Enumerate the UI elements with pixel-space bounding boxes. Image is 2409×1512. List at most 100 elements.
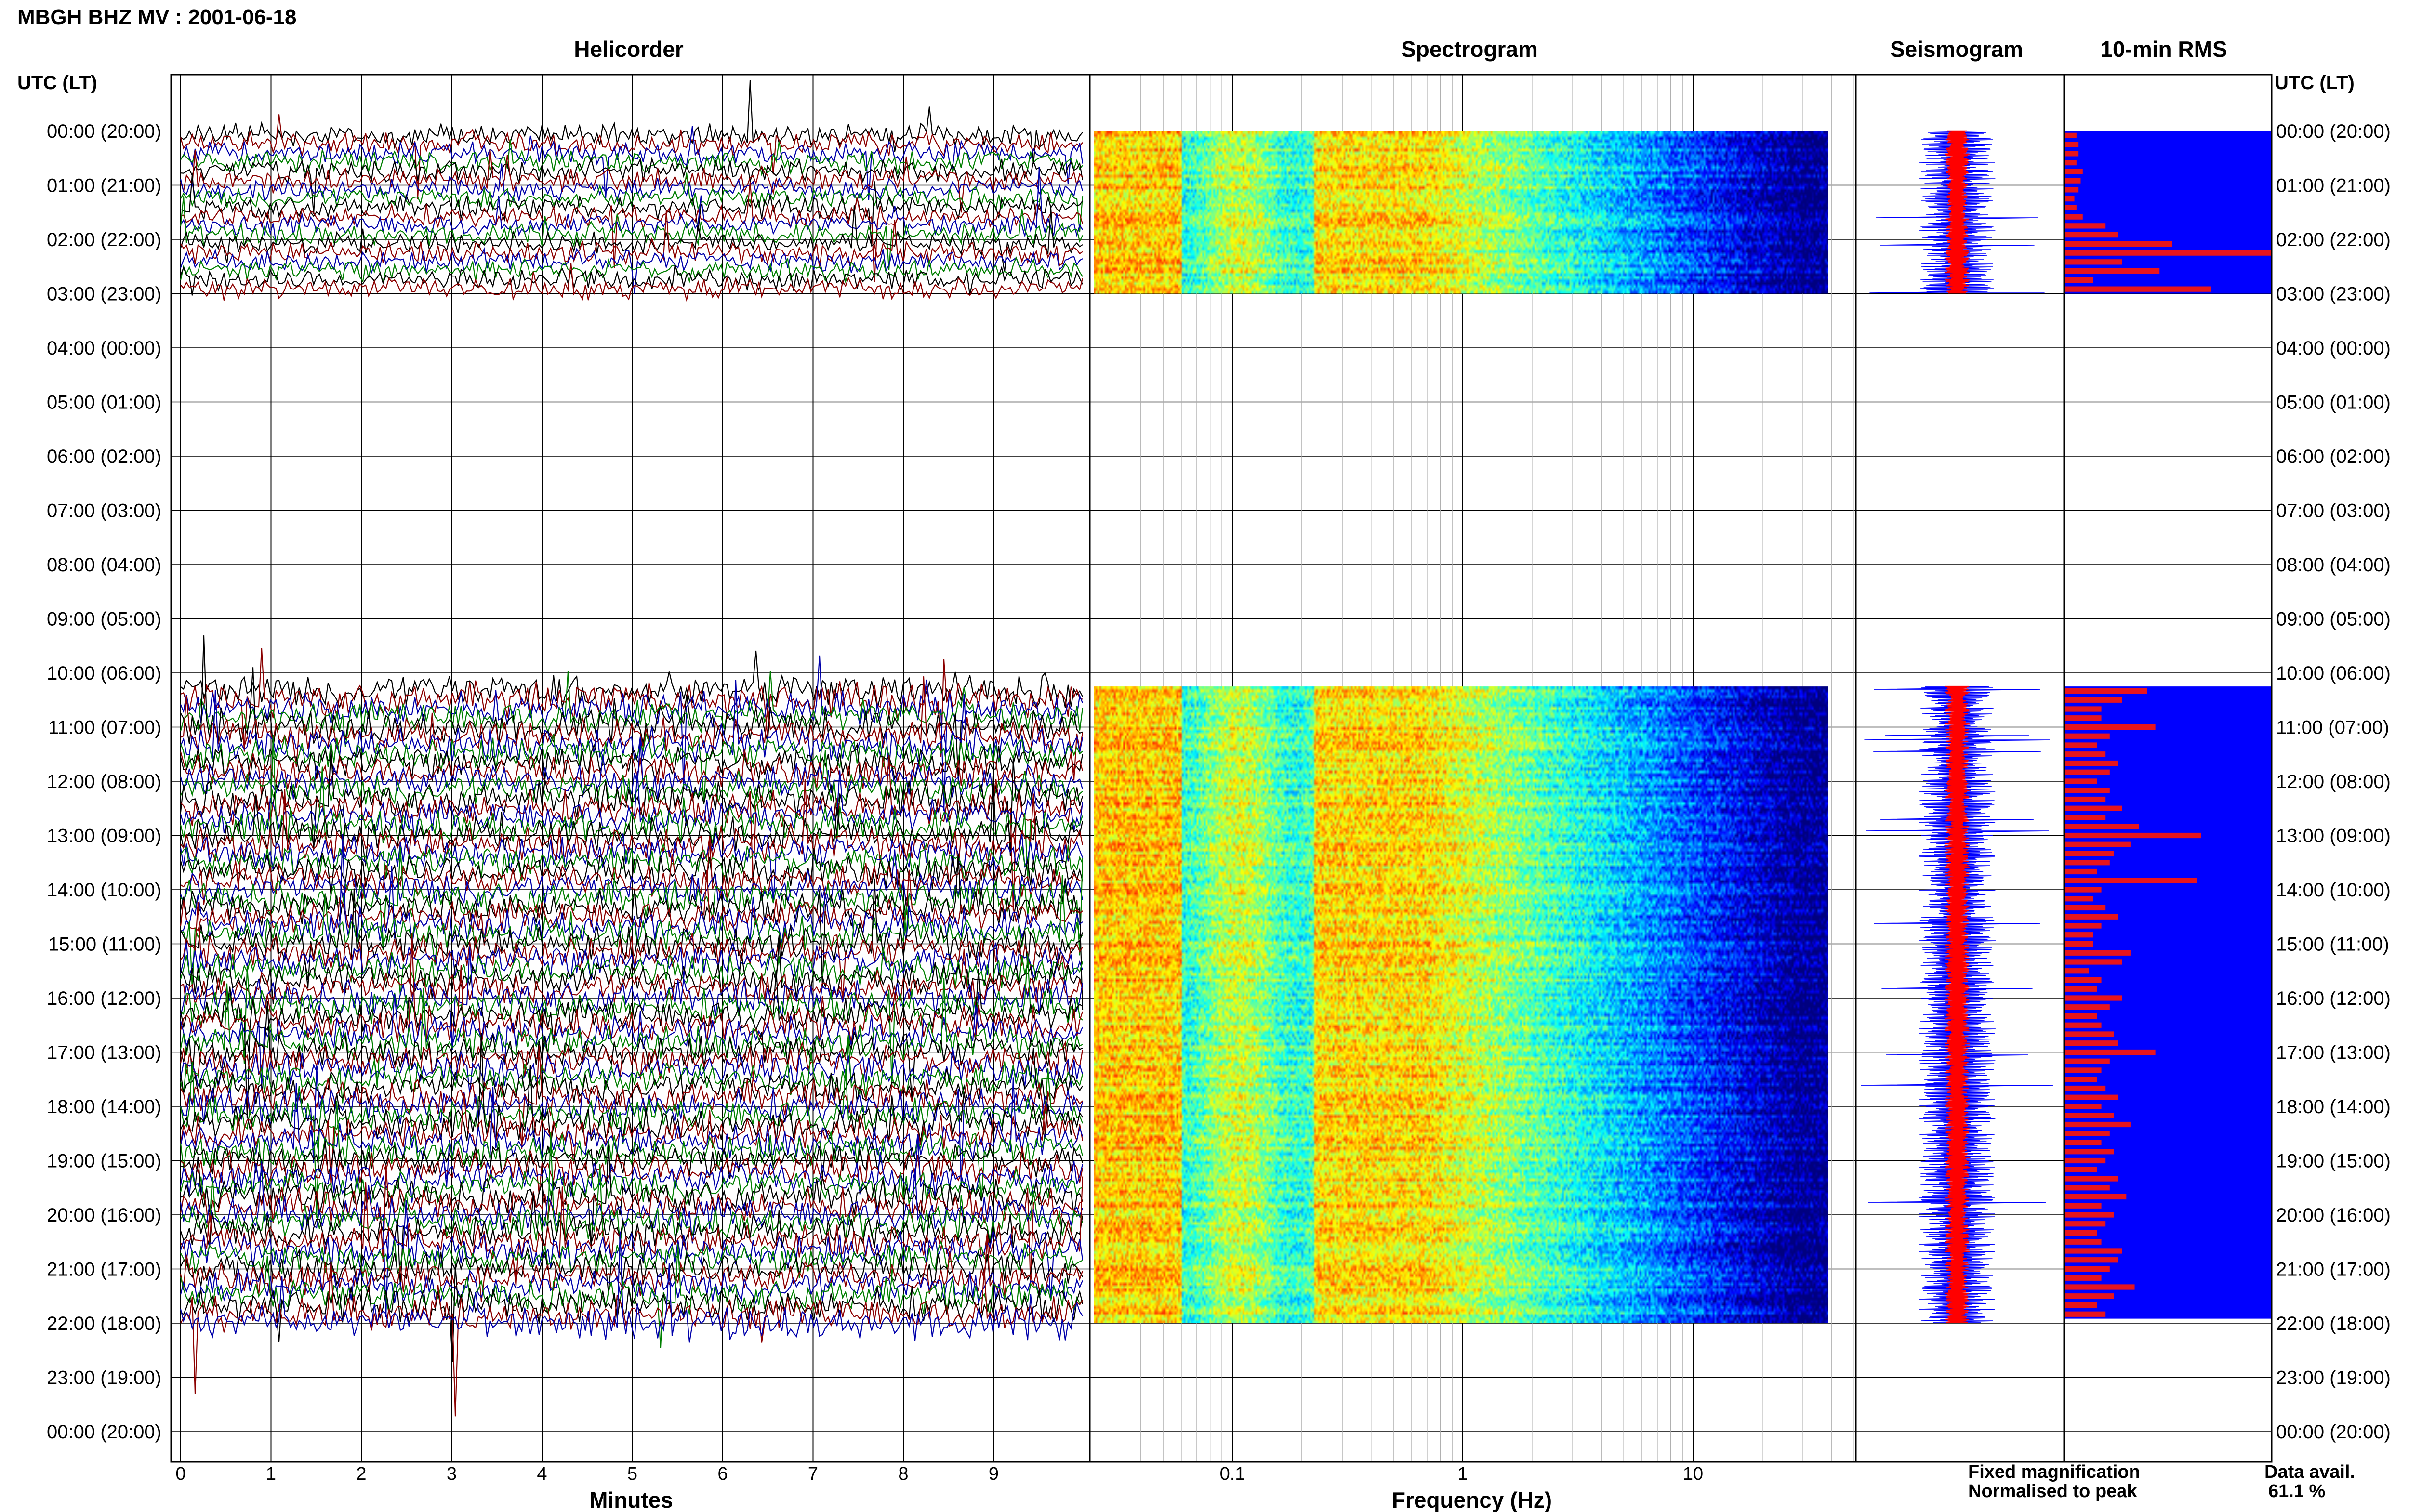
helicorder-trace [180,205,1083,273]
minute-tick-label: 6 [717,1464,728,1484]
rms-bar [2064,742,2097,748]
time-label-right: 06:00 (02:00) [2276,446,2391,467]
rms-bar [2064,1067,2102,1073]
rms-bar [2064,860,2110,866]
helicorder-trace [180,1260,1083,1417]
rms-bar [2064,1094,2118,1100]
helicorder-trace [180,1138,1084,1203]
rms-bar [2064,1266,2110,1272]
legend-fixed-magnification: Fixed magnification [1968,1462,2140,1482]
rms-bar [2064,1284,2135,1290]
rms-bar [2064,250,2272,256]
helicorder-trace [180,854,1084,1010]
rms-bar [2064,1302,2097,1308]
time-label-left: 03:00 (23:00) [47,284,161,305]
rms-bar [2064,232,2118,238]
rms-bar [2064,950,2131,956]
rms-bar [2064,1058,2110,1064]
spectrogram-image [1094,131,1828,294]
helicorder-trace [180,779,1084,889]
time-label-left: 07:00 (03:00) [47,500,161,522]
rms-bar [2064,286,2212,292]
rms-bar [2064,824,2139,829]
rms-bar [2064,697,2122,703]
rms-bar [2064,724,2156,730]
rms-bar [2064,1221,2106,1227]
seismogram-normalised-trace [1944,685,1970,1323]
time-label-right: 22:00 (18:00) [2276,1313,2391,1334]
time-label-left: 00:00 (20:00) [47,121,161,142]
rms-bar [2064,914,2118,920]
rms-bar [2064,1113,2114,1118]
rms-bar [2064,841,2131,847]
rms-bar [2064,178,2081,184]
rms-bar [2064,968,2089,974]
helicorder-trace [180,676,1084,781]
helicorder-trace [180,946,1084,1050]
time-label-right: 07:00 (03:00) [2276,500,2391,522]
rms-bar [2064,169,2083,174]
helicorder-trace [180,1240,1083,1279]
time-label-right: 01:00 (21:00) [2276,175,2391,197]
time-label-right: 16:00 (12:00) [2276,988,2391,1009]
rms-bar [2064,187,2079,193]
helicorder-trace [180,80,1083,164]
time-label-right: 18:00 (14:00) [2276,1096,2391,1118]
rms-bar [2064,832,2201,839]
rms-bar [2064,1230,2097,1236]
rms-bar [2064,878,2197,883]
rms-bar [2064,805,2122,811]
data-avail-value: 61.1 % [2268,1481,2325,1501]
seismogram-title: Seismogram [1890,37,2023,62]
rms-bar [2064,896,2093,902]
rms-bar [2064,1077,2097,1082]
rms-bar [2064,151,2079,157]
time-label-left: 13:00 (09:00) [47,826,161,847]
rms-bar [2064,1013,2097,1019]
rms-bar [2064,887,2102,893]
helicorder-trace [180,776,1084,867]
time-label-right: 10:00 (06:00) [2276,663,2391,684]
time-label-left: 06:00 (02:00) [47,446,161,467]
rms-bar [2064,142,2079,147]
helicorder-trace [180,163,1084,203]
helicorder-trace [180,1132,1084,1244]
minute-tick-label: 7 [808,1464,818,1484]
rms-bar [2064,932,2093,938]
time-label-left: 16:00 (12:00) [47,988,161,1009]
helicorder-trace [180,1146,1084,1194]
spectrogram-title: Spectrogram [1401,37,1538,62]
helicorder-trace [180,671,1084,747]
rms-bar [2064,1167,2097,1172]
rms-bar [2064,941,2093,947]
helicorder-trace [180,182,1084,283]
helicorder-trace [180,263,1084,302]
rms-bar [2064,1004,2110,1010]
rms-bar [2064,706,2102,712]
rms-bar [2064,196,2075,202]
time-label-right: 02:00 (22:00) [2276,229,2391,250]
rms-bar [2064,132,2077,138]
rms-bar [2064,778,2097,784]
helicorder-trace [180,114,1083,199]
helicorder-trace [180,741,1084,800]
time-label-right: 21:00 (17:00) [2276,1259,2391,1280]
minute-tick-label: 2 [356,1464,366,1484]
helicorder-trace [180,149,1083,213]
helicorder-trace [180,680,1084,770]
minute-tick-label: 4 [537,1464,547,1484]
rms-bar [2064,923,2102,929]
rms-bar [2064,241,2172,247]
minute-tick-label: 0 [175,1464,185,1484]
helicorder-trace [180,941,1084,981]
rms-bar [2064,268,2160,274]
helicorder-trace [180,1268,1084,1305]
time-label-left: 23:00 (19:00) [47,1367,161,1389]
rms-bar [2064,977,2102,983]
time-label-right: 15:00 (11:00) [2276,934,2389,955]
rms-bar [2064,259,2122,265]
helicorder-trace [180,650,1083,709]
rms-bar [2064,1311,2106,1317]
rms-bar [2064,1149,2114,1155]
rms-bar [2064,868,2097,875]
